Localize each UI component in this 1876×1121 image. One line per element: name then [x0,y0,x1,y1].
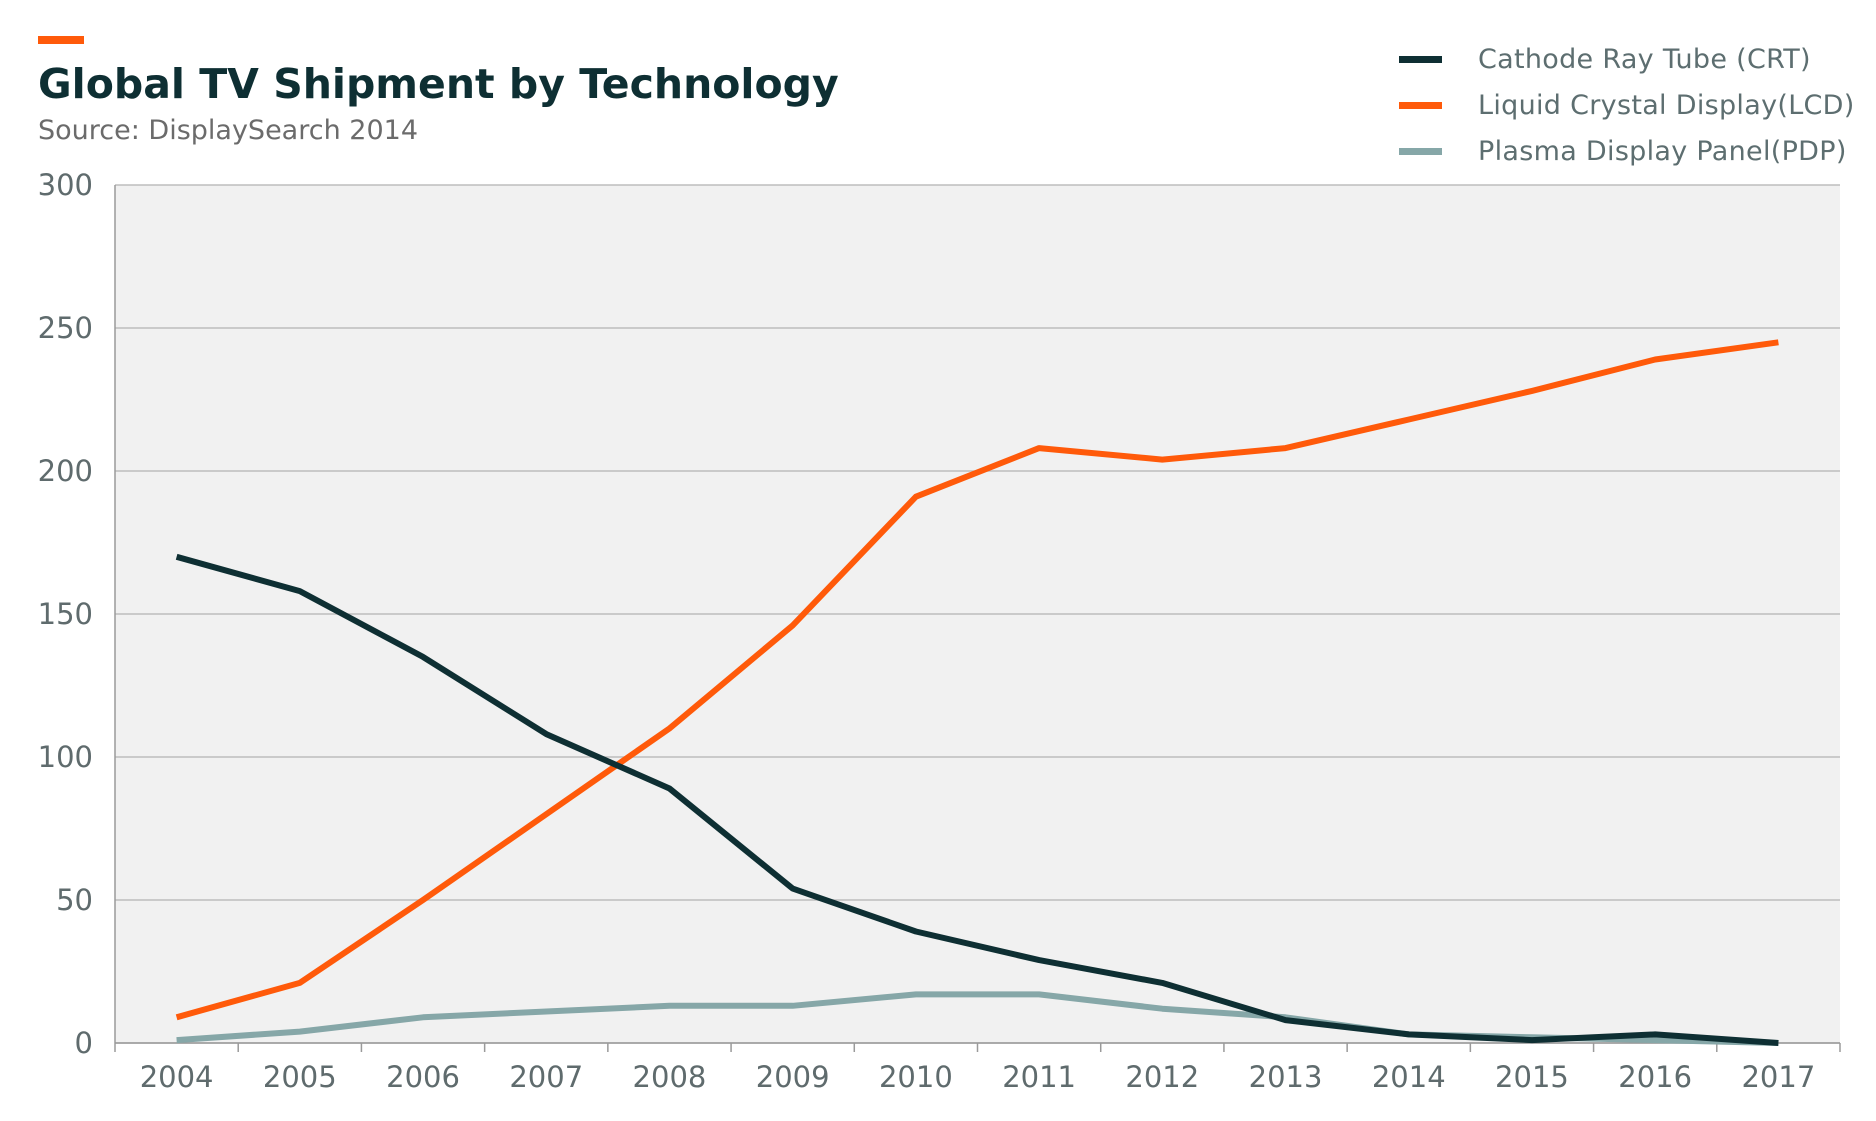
x-tick-label: 2013 [1249,1060,1323,1094]
y-tick-label: 0 [75,1026,93,1060]
x-tick-label: 2014 [1372,1060,1446,1094]
x-tick-label: 2008 [633,1060,707,1094]
x-tick-label: 2009 [756,1060,830,1094]
legend-label-pdp: Plasma Display Panel(PDP) [1478,135,1847,167]
x-tick-label: 2004 [140,1060,214,1094]
legend-swatch-crt [1399,55,1442,63]
legend-item-pdp: Plasma Display Panel(PDP) [1399,128,1855,174]
x-tick-label: 2012 [1125,1060,1199,1094]
x-tick-label: 2007 [509,1060,583,1094]
legend: Cathode Ray Tube (CRT) Liquid Crystal Di… [1399,36,1855,174]
x-tick-label: 2016 [1618,1060,1692,1094]
y-tick-label: 150 [38,597,93,631]
x-tick-label: 2005 [263,1060,337,1094]
x-tick-label: 2015 [1495,1060,1569,1094]
accent-bar [38,36,84,44]
x-tick-label: 2006 [386,1060,460,1094]
y-tick-label: 250 [38,311,93,345]
y-tick-label: 300 [38,168,93,202]
x-tick-label: 2011 [1002,1060,1076,1094]
y-tick-label: 100 [38,740,93,774]
legend-item-crt: Cathode Ray Tube (CRT) [1399,36,1855,82]
x-tick-label: 2017 [1741,1060,1815,1094]
series-line-lcd [175,339,1779,1021]
legend-item-lcd: Liquid Crystal Display(LCD) [1399,82,1855,128]
x-tick-label: 2010 [879,1060,953,1094]
chart-subtitle: Source: DisplaySearch 2014 [38,115,418,146]
legend-label-crt: Cathode Ray Tube (CRT) [1478,43,1811,75]
y-tick-label: 50 [56,883,93,917]
y-tick-label: 200 [38,454,93,488]
chart-title: Global TV Shipment by Technology [38,60,839,108]
series-line-crt [175,553,1779,1046]
legend-swatch-pdp [1399,147,1442,155]
legend-swatch-lcd [1399,101,1442,109]
legend-label-lcd: Liquid Crystal Display(LCD) [1478,89,1855,121]
